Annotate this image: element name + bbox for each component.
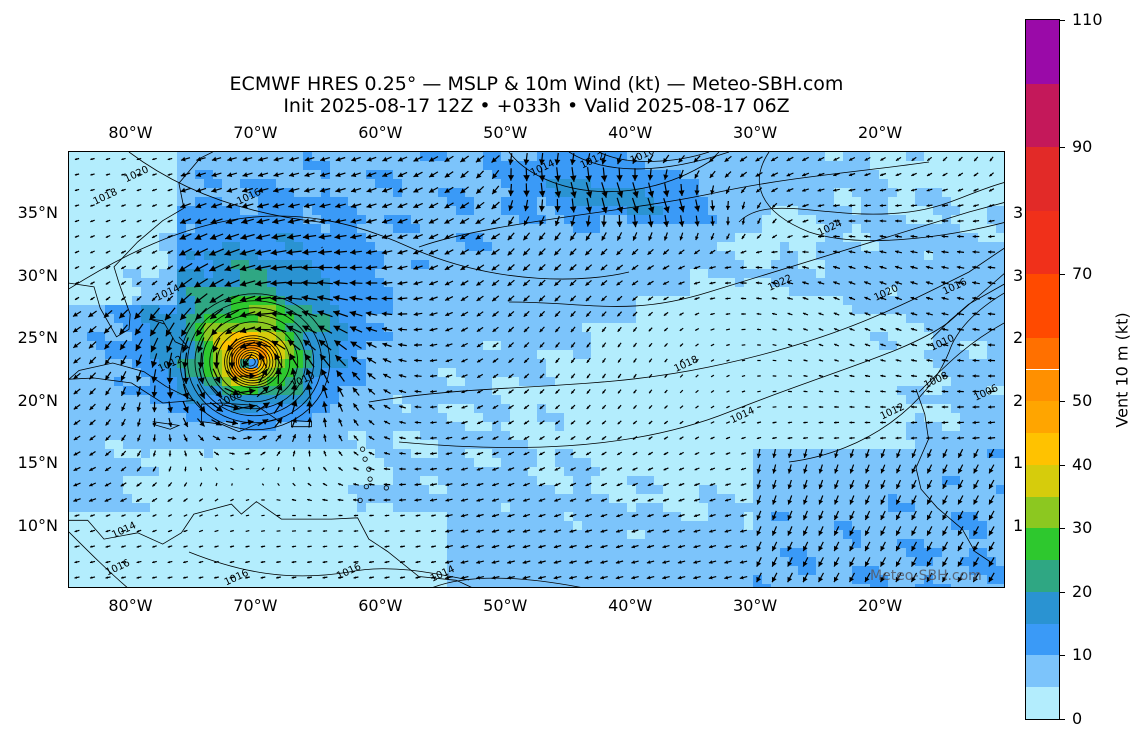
lon-label-top: 50°W [483,123,528,142]
colorbar-tick-label: 90 [1072,137,1093,157]
lat-label-right-clipped: 2 [1013,390,1024,410]
colorbar-swatch [1026,591,1059,624]
lon-label-top: 30°W [733,123,778,142]
colorbar-swatch [1026,369,1059,402]
map-title-line1: ECMWF HRES 0.25° — MSLP & 10m Wind (kt) … [229,73,844,95]
colorbar-swatch [1026,560,1059,592]
colorbar-tick-label: 110 [1072,10,1103,29]
lon-label-bottom: 60°W [358,596,403,615]
isobars [69,152,1004,587]
lon-label-top: 70°W [233,123,278,142]
lat-label-right-clipped: 3 [1013,265,1024,285]
lat-label-right-clipped: 1 [1013,515,1024,535]
colorbar-swatch [1026,623,1059,656]
lon-label-top: 20°W [857,123,903,142]
lat-label: 35°N [17,203,58,223]
lon-label-top: 60°W [358,123,403,142]
lat-label: 20°N [17,390,58,410]
colorbar-tick-label: 50 [1072,391,1093,411]
lat-label: 25°N [17,328,58,348]
colorbar-tick-label: 40 [1072,454,1093,474]
colorbar-swatch [1026,464,1059,497]
colorbar-tick [1060,591,1065,593]
wind-speed-colorbar [1025,19,1060,720]
colorbar-swatch [1026,433,1059,465]
colorbar-swatch [1026,687,1059,719]
colorbar-label: Vent 10 m (kt) [1112,312,1132,428]
colorbar-swatch [1026,20,1059,84]
colorbar-swatch [1026,274,1059,338]
colorbar-swatch [1026,528,1059,561]
lat-label-right-clipped: 1 [1013,453,1024,473]
wind-speed-field [69,152,1004,587]
wind-pressure-map: 1018102010161014101210101014101210081010… [68,151,1005,588]
colorbar-tick-label: 70 [1072,264,1093,284]
colorbar-tick [1060,274,1065,276]
colorbar-tick [1060,401,1065,403]
lon-label-bottom: 40°W [608,596,653,615]
lat-label-right-clipped: 3 [1013,203,1024,223]
lat-label: 10°N [17,515,58,535]
lon-label-bottom: 50°W [483,596,528,615]
colorbar-tick [1060,655,1065,657]
colorbar-tick [1060,147,1065,149]
colorbar-swatch [1026,210,1059,275]
lon-label-bottom: 30°W [733,596,778,615]
colorbar-swatch [1026,147,1059,211]
colorbar-tick [1060,528,1065,530]
map-title-line2: Init 2025-08-17 12Z • +033h • Valid 2025… [283,95,790,117]
colorbar-tick [1060,719,1065,720]
lon-label-top: 80°W [108,123,153,142]
lat-label: 30°N [17,265,58,285]
colorbar-tick-label: 10 [1072,645,1093,665]
lon-label-bottom: 70°W [233,596,278,615]
colorbar-tick-label: 20 [1072,581,1093,601]
watermark: Meteo-SBH.com [870,568,982,584]
colorbar-swatch [1026,337,1059,370]
lon-label-bottom: 20°W [857,596,903,615]
colorbar-swatch [1026,401,1059,434]
lon-label-top: 40°W [608,123,653,142]
colorbar-tick-label: 30 [1072,518,1093,538]
colorbar-tick [1060,20,1065,21]
colorbar-tick-label: 0 [1072,709,1083,728]
lon-label-bottom: 80°W [108,596,153,615]
colorbar-swatch [1026,83,1059,148]
lat-label-right-clipped: 2 [1013,328,1024,348]
colorbar-tick [1060,464,1065,466]
colorbar-swatch [1026,496,1059,529]
colorbar-swatch [1026,655,1059,688]
lat-label: 15°N [17,453,58,473]
wind-vectors [72,152,996,583]
